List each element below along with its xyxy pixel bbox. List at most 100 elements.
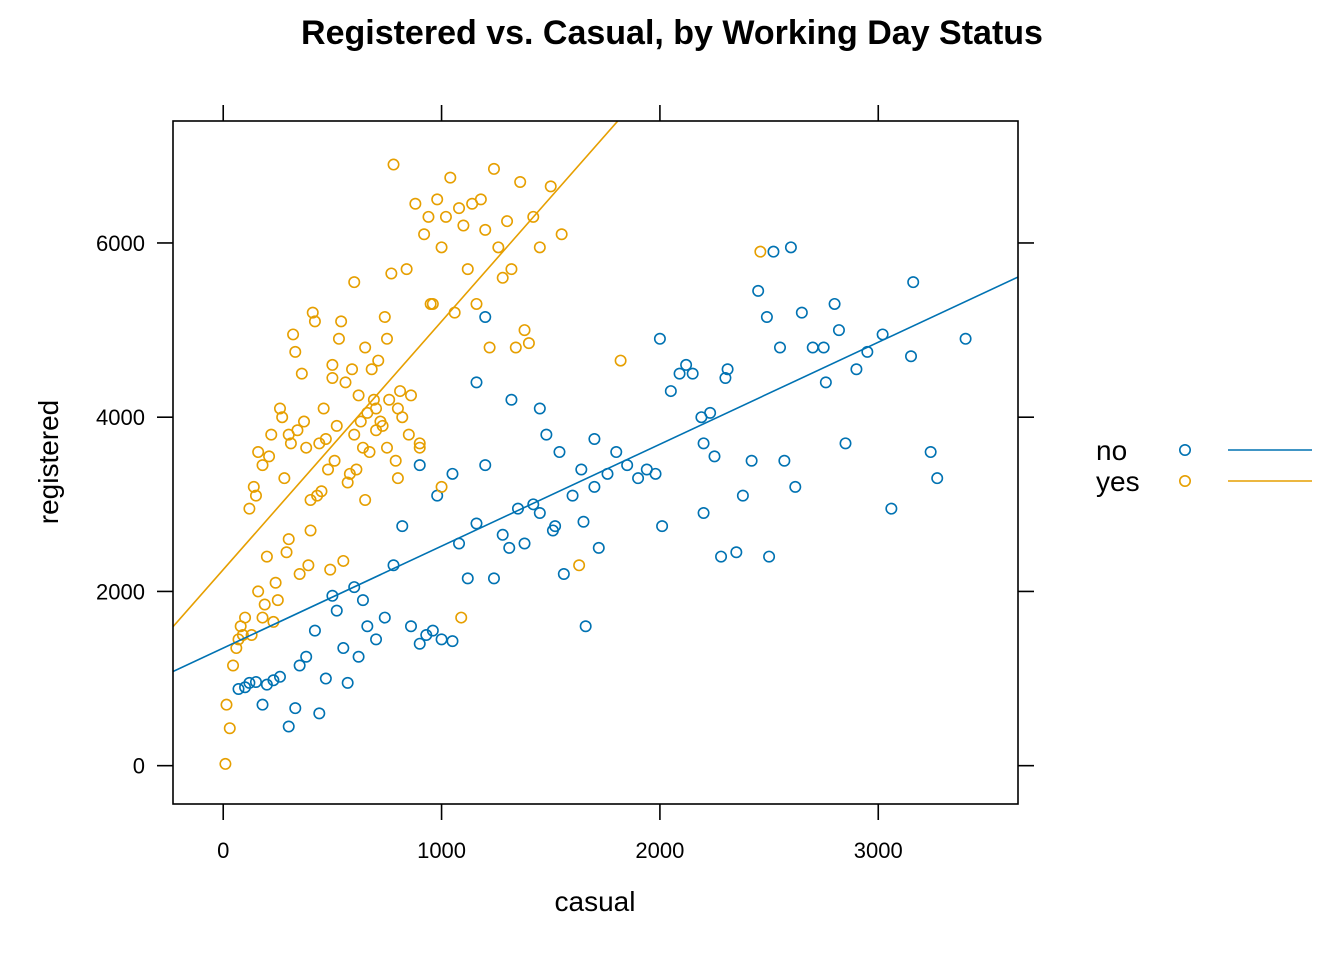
data-point-yes (378, 311, 391, 324)
data-point-no (435, 633, 448, 646)
series-no (232, 241, 972, 733)
data-point-no (719, 371, 732, 384)
data-point-yes (435, 480, 448, 493)
data-point-no (527, 498, 540, 511)
data-point-no (632, 472, 645, 485)
data-point-yes (265, 428, 278, 441)
data-point-no (579, 620, 592, 633)
data-point-yes (359, 493, 372, 506)
data-point-yes (324, 563, 337, 576)
data-point-yes (354, 415, 367, 428)
chart-title: Registered vs. Casual, by Working Day St… (301, 14, 1043, 52)
axes: 0 1000 2000 3000 0 2000 4000 6000 (96, 105, 1034, 863)
data-point-yes (339, 376, 352, 389)
legend-label-yes: yes (1096, 466, 1140, 497)
trend-line-no (173, 276, 1018, 673)
legend-marker-yes (1179, 474, 1192, 487)
data-point-yes (413, 437, 426, 450)
x-tick-label: 0 (217, 838, 229, 863)
data-point-no (715, 550, 728, 563)
data-point-yes (300, 441, 313, 454)
data-point-yes (474, 193, 487, 206)
data-point-no (341, 676, 354, 689)
data-point-no (378, 611, 391, 624)
x-tick-label: 3000 (854, 838, 903, 863)
data-point-no (767, 245, 780, 258)
data-point-yes (330, 419, 343, 432)
data-point-no (673, 367, 686, 380)
data-point-yes (413, 441, 426, 454)
data-point-yes (518, 324, 531, 337)
data-point-yes (527, 210, 540, 223)
data-point-yes (260, 550, 273, 563)
data-point-yes (487, 162, 500, 175)
data-point-no (426, 624, 439, 637)
data-point-yes (367, 393, 380, 406)
data-point-no (256, 698, 269, 711)
data-point-no (540, 428, 553, 441)
data-point-yes (284, 437, 297, 450)
data-point-yes (470, 297, 483, 310)
data-point-yes (348, 276, 361, 289)
data-point-yes (276, 411, 289, 424)
y-tick-label: 2000 (96, 579, 145, 604)
data-point-no (243, 676, 256, 689)
data-point-yes (335, 315, 348, 328)
data-point-yes (402, 428, 415, 441)
y-tick-label: 0 (133, 754, 145, 779)
data-point-yes (505, 263, 518, 276)
data-point-yes (387, 158, 400, 171)
data-point-yes (280, 546, 293, 559)
data-point-no (370, 633, 383, 646)
data-point-yes (311, 489, 324, 502)
data-point-yes (380, 441, 393, 454)
data-point-yes (230, 642, 243, 655)
data-point-no (839, 437, 852, 450)
data-point-yes (418, 228, 431, 241)
data-point-no (885, 502, 898, 515)
data-point-yes (533, 241, 546, 254)
data-point-no (819, 376, 832, 389)
data-point-no (686, 367, 699, 380)
data-point-yes (573, 559, 586, 572)
data-point-yes (391, 472, 404, 485)
y-axis-label: registered (33, 400, 64, 525)
data-point-yes (363, 446, 376, 459)
data-point-no (557, 568, 570, 581)
data-point-yes (256, 611, 269, 624)
data-point-no (778, 454, 791, 467)
data-point-yes (352, 389, 365, 402)
data-point-no (959, 332, 972, 345)
data-point-yes (289, 345, 302, 358)
data-point-yes (258, 598, 271, 611)
data-point-yes (754, 245, 767, 258)
data-point-yes (365, 363, 378, 376)
data-point-yes (263, 450, 276, 463)
data-point-yes (243, 502, 256, 515)
data-point-no (806, 341, 819, 354)
plot-inner (173, 121, 1018, 770)
data-point-no (656, 520, 669, 533)
data-point-no (479, 459, 492, 472)
data-point-yes (372, 354, 385, 367)
data-point-no (905, 350, 918, 363)
data-point-yes (359, 341, 372, 354)
data-point-no (404, 620, 417, 633)
data-point-yes (479, 223, 492, 236)
data-point-yes (328, 454, 341, 467)
data-point-yes (370, 402, 383, 415)
data-point-yes (400, 263, 413, 276)
data-point-yes (220, 698, 233, 711)
data-point-no (352, 650, 365, 663)
data-point-no (774, 341, 787, 354)
data-point-no (313, 707, 326, 720)
data-point-no (680, 358, 693, 371)
data-point-yes (308, 315, 321, 328)
data-point-yes (293, 568, 306, 581)
data-point-yes (492, 241, 505, 254)
data-point-no (337, 642, 350, 655)
data-point-yes (227, 659, 240, 672)
panel-border (172, 120, 1019, 805)
data-point-yes (306, 306, 319, 319)
